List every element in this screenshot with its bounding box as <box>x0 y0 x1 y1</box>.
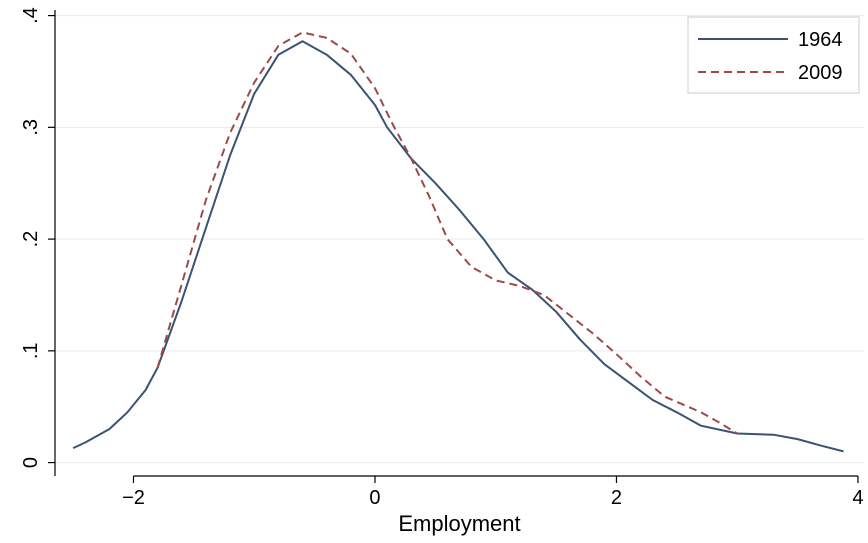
y-tick-label-4: .4 <box>20 7 42 24</box>
x-tick-label-3: 4 <box>852 487 863 509</box>
legend-label-2009: 2009 <box>798 62 843 84</box>
legend-box <box>687 16 860 94</box>
series-line-2009 <box>156 31 738 435</box>
series-line-1964 <box>72 40 844 453</box>
y-tick-label-2: .2 <box>20 231 42 248</box>
legend-label-1964: 1964 <box>798 29 843 51</box>
y-tick-label-0: 0 <box>20 457 42 468</box>
x-tick-label-0: −2 <box>122 487 145 509</box>
x-tick-label-2: 2 <box>611 487 622 509</box>
legend: 1964 2009 <box>687 16 860 94</box>
axes <box>54 10 858 477</box>
y-tick-label-1: .1 <box>20 342 42 359</box>
x-tick-label-1: 0 <box>369 487 380 509</box>
tick-marks: 0 .1 .2 .3 .4 −2 0 2 4 <box>20 7 864 509</box>
legend-items: 1964 2009 <box>698 29 843 84</box>
series-lines <box>72 31 844 453</box>
grid-lines <box>55 15 864 464</box>
y-tick-label-3: .3 <box>20 119 42 136</box>
x-axis-title: Employment <box>398 511 520 536</box>
